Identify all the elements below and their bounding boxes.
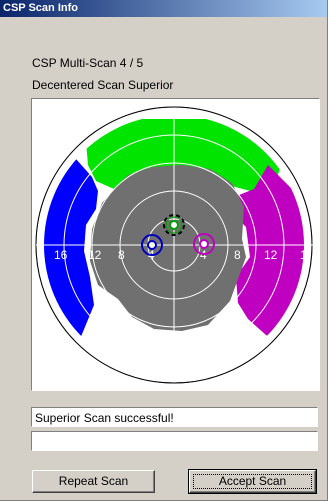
title-bar[interactable]: CSP Scan Info <box>0 0 327 17</box>
ring-label-right: 12 <box>264 248 278 262</box>
superior-scan-marker-ring <box>163 214 185 236</box>
central-region <box>90 165 246 331</box>
nasal-scan-marker-center-dot <box>199 239 209 249</box>
scan-coverage-map: 16 12 8 4 4 8 12 1 <box>31 98 320 391</box>
accept-scan-label: Accept Scan <box>218 474 287 488</box>
secondary-status-field <box>31 431 318 451</box>
scan-map-svg: 16 12 8 4 4 8 12 1 <box>35 106 314 384</box>
ring-label-left: 12 <box>88 248 102 262</box>
repeat-scan-label: Repeat Scan <box>58 474 129 488</box>
repeat-scan-button[interactable]: Repeat Scan <box>32 470 155 493</box>
accept-scan-button[interactable]: Accept Scan <box>188 469 317 494</box>
status-message-field: Superior Scan successful! <box>31 407 318 427</box>
scan-type-label: Decentered Scan Superior <box>32 78 174 92</box>
ring-label-right: 1 <box>300 248 307 262</box>
ring-label-right: 8 <box>234 248 241 262</box>
ring-label-right: 4 <box>200 248 207 262</box>
superior-scan-marker-center-dot <box>169 220 179 230</box>
superior-scan-marker-inner-ring <box>165 216 183 234</box>
ring-label-left: 8 <box>118 248 125 262</box>
window-title: CSP Scan Info <box>3 2 78 14</box>
temporal-scan-marker-center-dot <box>147 240 157 250</box>
ring-label-left: 16 <box>54 248 68 262</box>
nasal-scan-marker-ring <box>193 233 215 255</box>
temporal-scan-marker-ring <box>141 234 163 256</box>
focus-rectangle <box>193 474 312 489</box>
scan-progress-label: CSP Multi-Scan 4 / 5 <box>32 56 144 70</box>
